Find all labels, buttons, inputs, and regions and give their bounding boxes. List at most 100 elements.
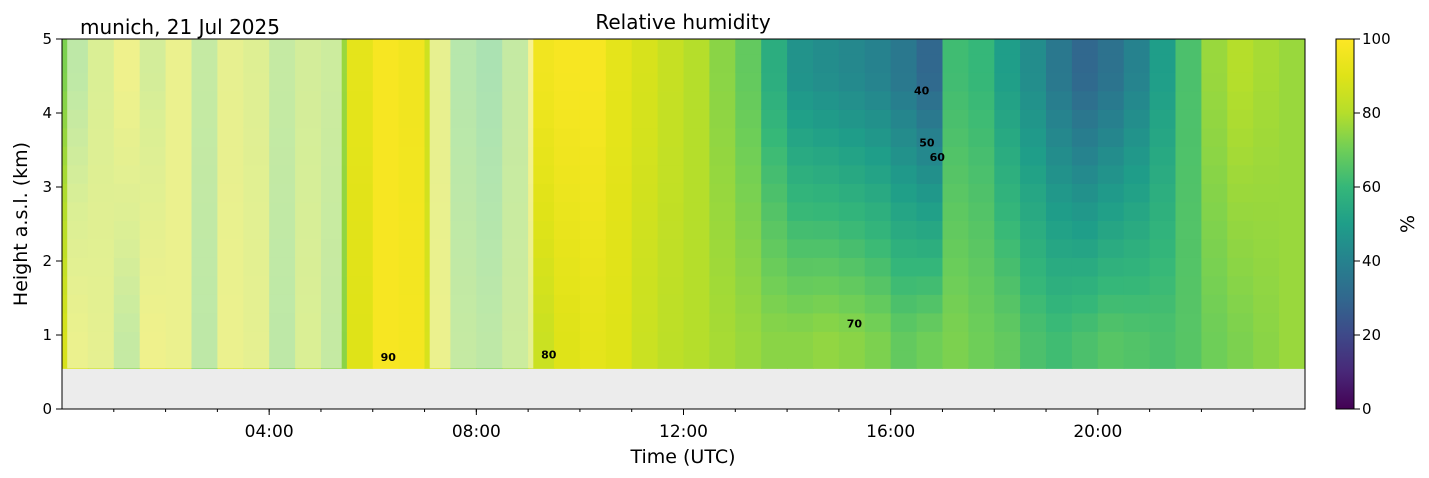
x-tick-label: 08:00 <box>452 422 501 442</box>
heatmap-cell <box>1253 275 1280 295</box>
heatmap-cell <box>1071 53 1099 73</box>
heatmap-cell <box>1279 53 1305 73</box>
heatmap-cell <box>890 238 918 258</box>
heatmap-cell <box>1123 220 1151 240</box>
heatmap-cell <box>942 146 969 166</box>
heatmap-cell <box>1149 183 1177 203</box>
heatmap-cell <box>864 90 892 110</box>
heatmap-cell <box>579 53 607 73</box>
heatmap-cell <box>398 349 426 369</box>
heatmap-cell <box>1123 90 1151 110</box>
heatmap-cell <box>372 312 400 332</box>
heatmap-cell <box>994 349 1021 369</box>
heatmap-cell <box>1149 312 1177 332</box>
heatmap-cell <box>1097 201 1125 221</box>
chart-subtitle: munich, 21 Jul 2025 <box>80 15 280 39</box>
heatmap-cell <box>1253 39 1280 55</box>
heatmap-cell <box>761 39 788 55</box>
heatmap-cell <box>813 238 840 258</box>
heatmap-cell <box>709 312 736 332</box>
heatmap-cell <box>683 90 710 110</box>
heatmap-cell <box>709 183 736 203</box>
colorbar-tick-label: 80 <box>1362 104 1381 122</box>
heatmap-cell <box>1097 39 1125 55</box>
heatmap-cell <box>398 294 426 314</box>
heatmap-cell <box>838 201 866 221</box>
heatmap-cell <box>1253 146 1280 166</box>
heatmap-cell <box>1046 312 1073 332</box>
heatmap-cell <box>838 275 866 295</box>
heatmap-cell <box>735 39 762 55</box>
heatmap-cell <box>1279 201 1305 221</box>
x-tick-label: 20:00 <box>1073 422 1122 442</box>
heatmap-cell <box>579 146 607 166</box>
heatmap-cell <box>346 146 374 166</box>
heatmap-cell <box>398 238 426 258</box>
heatmap-cell <box>709 349 736 369</box>
heatmap-cell <box>346 312 374 332</box>
heatmap-cell <box>890 275 918 295</box>
heatmap-cell <box>916 201 944 221</box>
heatmap-cell <box>761 109 788 129</box>
heatmap-cell <box>968 53 995 73</box>
heatmap-cell <box>864 201 892 221</box>
heatmap-cell <box>1201 349 1228 369</box>
heatmap-cell <box>916 220 944 240</box>
heatmap-cell <box>1201 275 1228 295</box>
heatmap-cell <box>1175 238 1202 258</box>
heatmap-cell <box>890 201 918 221</box>
heatmap-cell <box>1071 220 1099 240</box>
heatmap-cell <box>372 90 400 110</box>
heatmap-cell <box>1046 238 1073 258</box>
heatmap-cell <box>1149 53 1177 73</box>
heatmap-cell <box>528 164 555 184</box>
heatmap-cell <box>631 72 659 92</box>
heatmap-cell <box>1253 109 1280 129</box>
heatmap-cell <box>657 90 685 110</box>
heatmap-cell <box>554 349 581 369</box>
heatmap-cell <box>657 72 685 92</box>
heatmap-cell <box>1046 164 1073 184</box>
heatmap-cell <box>372 183 400 203</box>
heatmap-cell <box>372 238 400 258</box>
heatmap-cell <box>787 127 814 147</box>
heatmap-cell <box>554 146 581 166</box>
heatmap-cell <box>1123 349 1151 369</box>
heatmap-cell <box>994 39 1021 55</box>
heatmap-cell <box>1253 201 1280 221</box>
colorbar-tick-label: 100 <box>1362 30 1391 48</box>
heatmap-cell <box>346 72 374 92</box>
heatmap-cell <box>1123 146 1151 166</box>
heatmap-cell <box>346 201 374 221</box>
heatmap-cell <box>761 257 788 277</box>
heatmap-cell <box>942 294 969 314</box>
heatmap-cell <box>735 349 762 369</box>
heatmap-cell <box>813 39 840 55</box>
heatmap-cell <box>1175 331 1202 351</box>
heatmap-cell <box>1123 294 1151 314</box>
heatmap-cell <box>1020 331 1047 351</box>
y-axis: 0 1 2 3 4 5 <box>42 30 62 418</box>
heatmap-cell <box>916 183 944 203</box>
heatmap-cell <box>838 220 866 240</box>
heatmap-cell <box>1253 220 1280 240</box>
heatmap-cell <box>838 53 866 73</box>
heatmap-cell <box>1279 349 1305 369</box>
heatmap-cell <box>1279 146 1305 166</box>
heatmap-cell <box>1279 257 1305 277</box>
heatmap-cell <box>528 146 555 166</box>
heatmap-cell <box>528 238 555 258</box>
heatmap-cell <box>528 90 555 110</box>
heatmap-cell <box>761 90 788 110</box>
heatmap-cell <box>554 220 581 240</box>
heatmap-cell <box>631 201 659 221</box>
heatmap-cell <box>579 220 607 240</box>
heatmap-cell <box>683 257 710 277</box>
heatmap-cell <box>683 72 710 92</box>
heatmap-cell <box>942 90 969 110</box>
heatmap-cell <box>864 275 892 295</box>
heatmap-cell <box>916 90 944 110</box>
heatmap-cell <box>1123 39 1151 55</box>
heatmap-cell <box>1046 183 1073 203</box>
heatmap-cell <box>735 331 762 351</box>
